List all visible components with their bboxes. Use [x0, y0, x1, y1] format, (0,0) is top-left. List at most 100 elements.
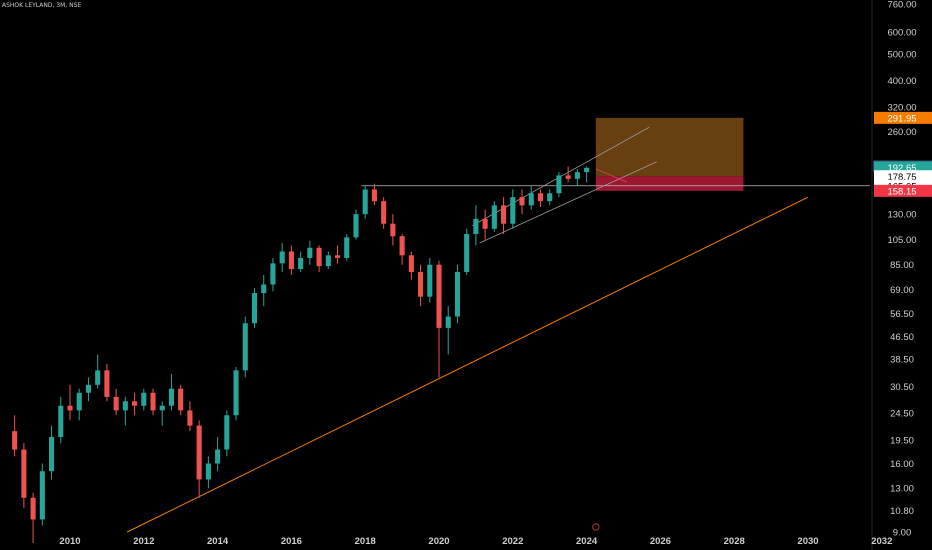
price-tag-value: 291.95 — [887, 113, 916, 124]
candle — [353, 214, 359, 238]
candle — [49, 436, 55, 472]
price-tag-entry — [874, 170, 932, 183]
candle — [178, 388, 184, 411]
y-tick-label: 30.50 — [890, 382, 914, 393]
candle — [113, 396, 119, 411]
y-tick-label: 69.00 — [890, 285, 914, 296]
candle — [242, 323, 248, 371]
candle — [427, 264, 433, 297]
candle — [454, 271, 460, 317]
candle — [399, 236, 405, 256]
y-tick-label: 10.80 — [890, 506, 914, 517]
y-tick-label: 85.00 — [890, 260, 914, 271]
candle — [362, 189, 368, 215]
candle — [584, 167, 590, 173]
candle — [251, 293, 258, 324]
candle — [261, 284, 267, 294]
candle — [510, 197, 516, 224]
y-tick-label: 56.50 — [890, 309, 914, 320]
y-tick-label: 760.00 — [887, 0, 916, 11]
candle — [141, 392, 147, 406]
candle — [168, 388, 175, 406]
projection-line[interactable] — [595, 168, 628, 183]
candle — [288, 251, 294, 270]
candle — [556, 175, 562, 194]
x-tick-label: 2010 — [59, 536, 80, 547]
candle — [150, 392, 156, 411]
y-tick-label: 13.00 — [890, 484, 914, 495]
candle — [547, 193, 553, 202]
candle — [196, 425, 202, 480]
candle — [418, 271, 424, 297]
candle — [298, 257, 304, 270]
candle — [519, 197, 525, 206]
price-tag-value: 158.15 — [887, 186, 916, 197]
y-tick-label: 600.00 — [887, 28, 916, 39]
x-tick-label: 2032 — [871, 536, 892, 547]
candle — [344, 237, 350, 258]
y-tick-label: 19.50 — [890, 435, 914, 446]
y-tick-label: 400.00 — [887, 76, 916, 87]
candle — [132, 401, 138, 406]
candle — [205, 463, 211, 480]
y-tick-label: 105.00 — [887, 235, 916, 246]
candle — [12, 431, 18, 450]
candle — [381, 201, 387, 224]
candle — [224, 415, 230, 450]
x-tick-label: 2030 — [797, 536, 818, 547]
candle — [76, 392, 82, 411]
x-tick-label: 2016 — [281, 536, 302, 547]
candle — [30, 497, 36, 520]
channel-lower-line[interactable] — [479, 161, 657, 244]
x-tick-label: 2012 — [133, 536, 154, 547]
candle — [95, 370, 101, 385]
symbol-title: ASHOK LEYLAND, 3M, NSE — [2, 2, 82, 9]
candle — [104, 370, 110, 397]
candle — [279, 251, 285, 264]
candle — [528, 193, 534, 206]
x-tick-label: 2024 — [576, 536, 598, 547]
candle — [408, 255, 414, 272]
y-tick-label: 320.00 — [887, 102, 916, 113]
target-zone[interactable] — [595, 117, 744, 177]
price-tag-target — [874, 111, 932, 124]
candle — [464, 234, 470, 272]
candle — [473, 218, 479, 235]
candle — [215, 449, 221, 464]
candle — [445, 316, 451, 328]
candle — [21, 449, 27, 498]
candle — [316, 247, 322, 267]
x-tick-label: 2028 — [724, 536, 745, 547]
x-tick-label: 2026 — [650, 536, 671, 547]
y-tick-label: 500.00 — [887, 49, 916, 60]
candle — [187, 410, 193, 426]
stop-zone[interactable] — [595, 176, 744, 191]
trendline[interactable] — [126, 196, 809, 533]
candle — [270, 263, 276, 285]
event-marker-icon[interactable] — [592, 523, 600, 531]
candle — [307, 247, 313, 258]
candle — [85, 384, 91, 393]
candle — [39, 471, 45, 520]
candle — [67, 405, 73, 411]
candle — [122, 401, 128, 411]
y-tick-label: 9.00 — [893, 528, 912, 539]
y-tick-label: 16.00 — [890, 459, 914, 470]
x-tick-label: 2020 — [428, 536, 449, 547]
candle — [371, 189, 377, 202]
x-tick-label: 2022 — [502, 536, 523, 547]
y-tick-label: 24.50 — [890, 408, 914, 419]
price-tag-value: 178.75 — [887, 172, 916, 183]
price-tag-value: 192.65 — [887, 163, 916, 174]
x-tick-label: 2014 — [207, 536, 229, 547]
candle — [390, 223, 396, 237]
candle — [325, 255, 331, 267]
candle — [565, 175, 571, 179]
candle — [58, 405, 64, 437]
candle — [491, 205, 497, 229]
y-tick-label: 38.50 — [890, 355, 914, 366]
y-tick-label: 46.50 — [890, 332, 914, 343]
y-tick-label: 260.00 — [887, 127, 916, 138]
price-tag-stop — [874, 184, 932, 197]
